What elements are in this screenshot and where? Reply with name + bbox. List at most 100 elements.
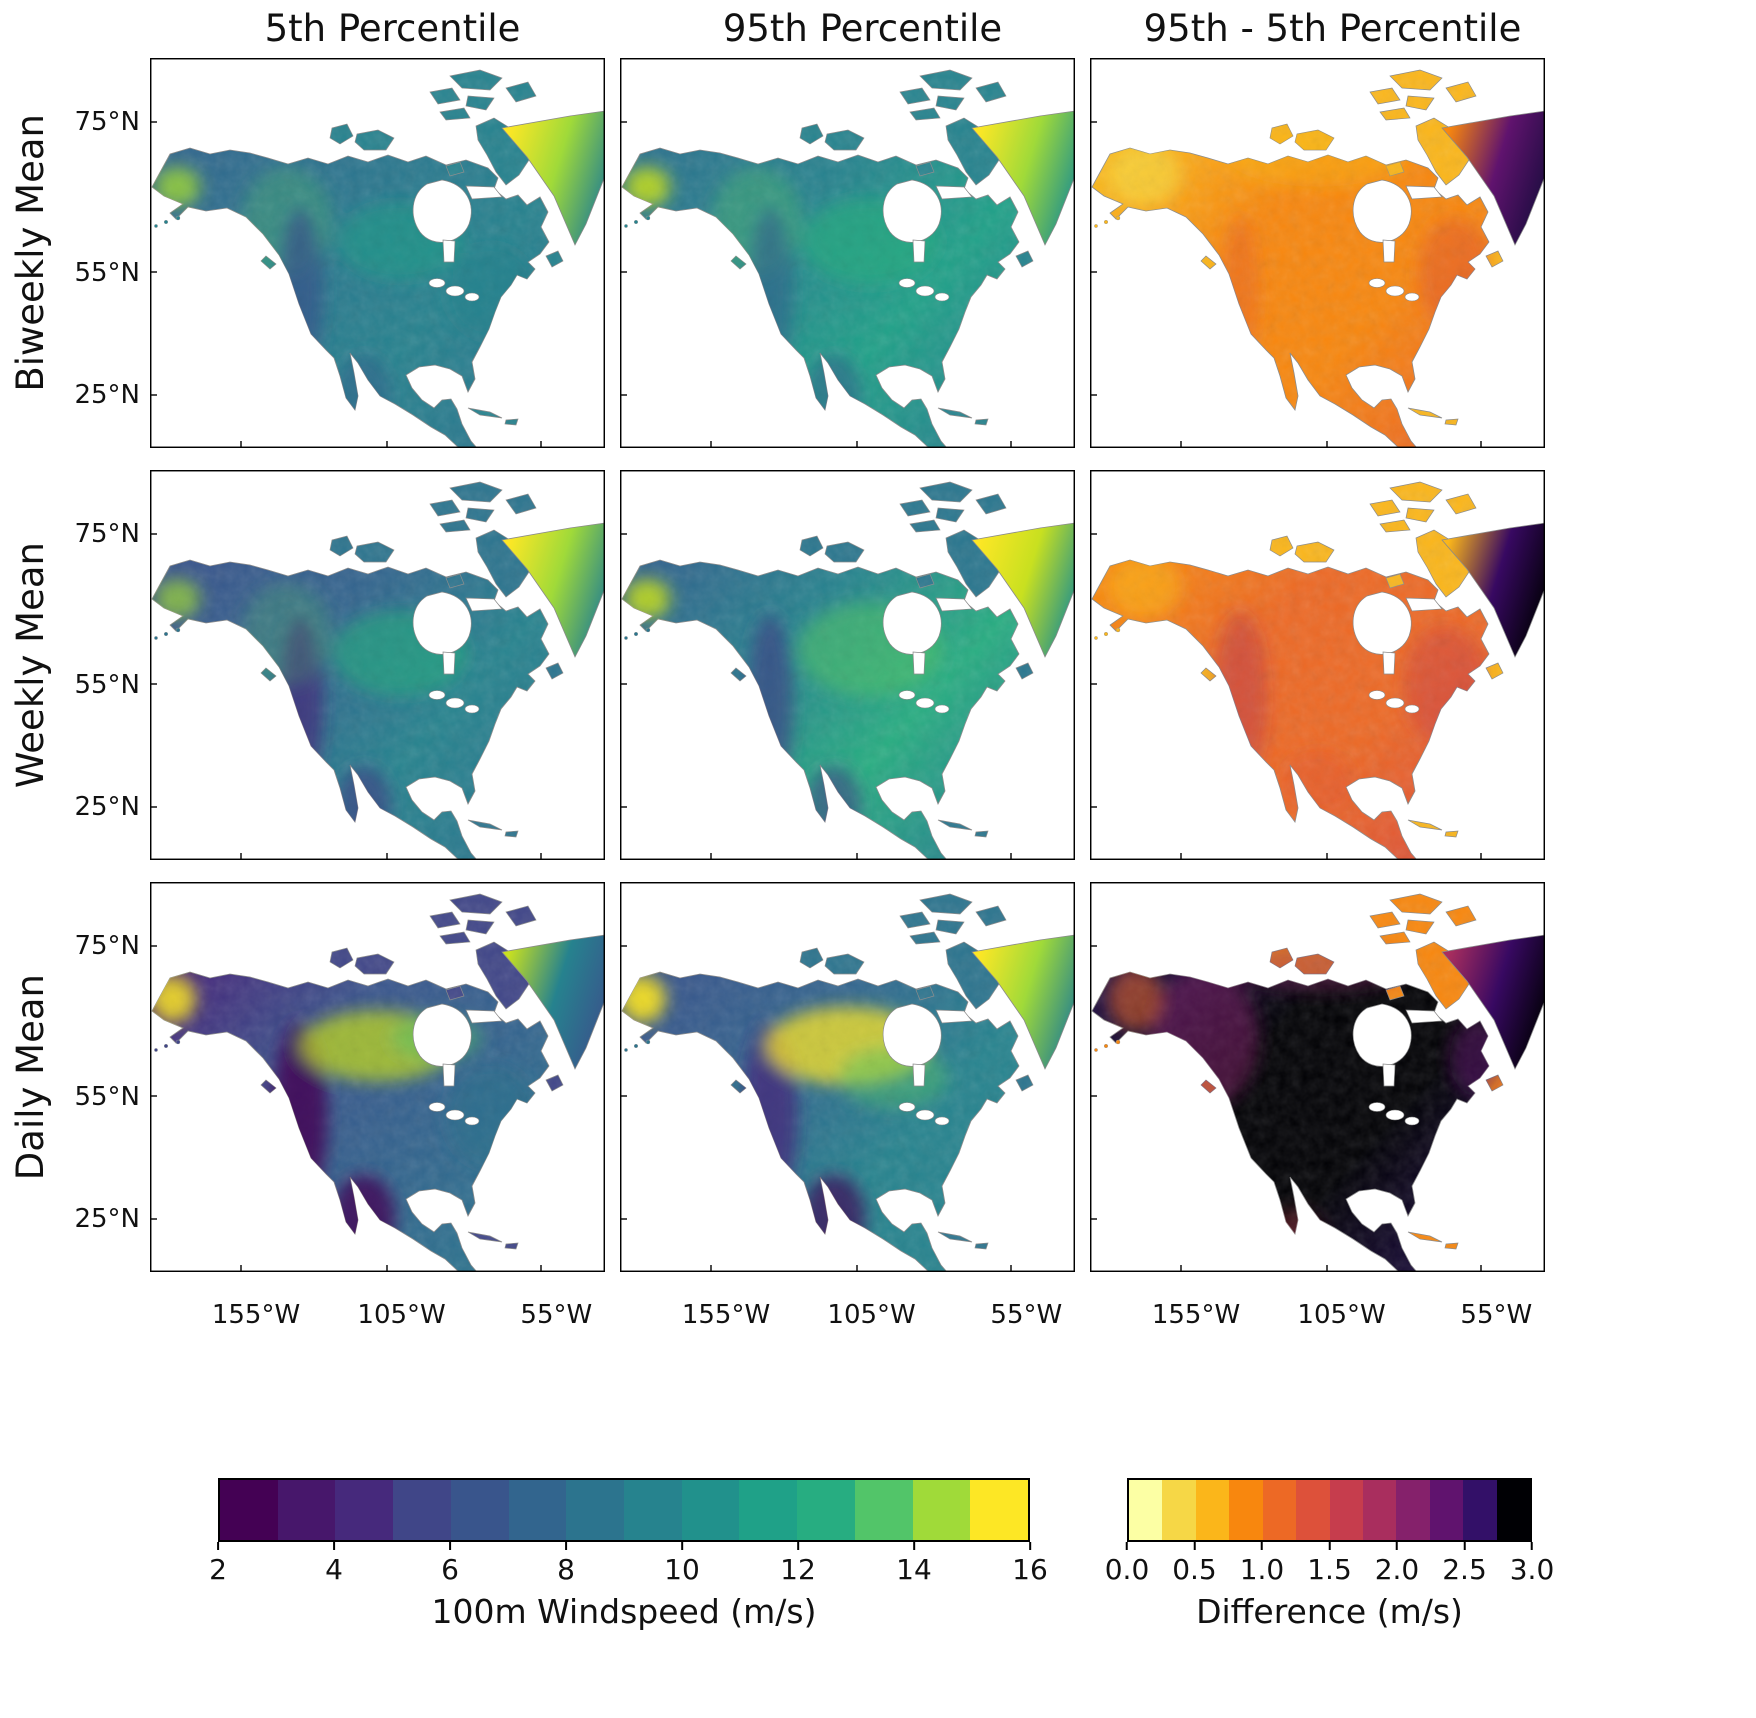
colorbar-tick-label: 14 — [896, 1553, 932, 1586]
colorbar-tick-label: 16 — [1012, 1553, 1048, 1586]
colorbar-tick: 3.0 — [1509, 1542, 1555, 1586]
colorbar-tick: 2.5 — [1442, 1542, 1487, 1586]
colorbar-tickmark — [1193, 1542, 1196, 1550]
lon-tick-label-105w: 105°W — [1297, 1300, 1386, 1330]
panel-border — [1090, 58, 1545, 448]
colorbar-segment — [1496, 1480, 1531, 1540]
difference-colorbar-label: Difference (m/s) — [1196, 1592, 1463, 1631]
col-header-95th-percentile: 95th Percentile — [722, 7, 1003, 50]
colorbar-tickmark — [1328, 1542, 1331, 1550]
colorbar-segment — [450, 1480, 509, 1540]
map-weekly-5th — [150, 470, 605, 860]
colorbar-segment — [1162, 1480, 1196, 1540]
colorbar-tick-label: 12 — [780, 1553, 816, 1586]
panel-border — [150, 882, 605, 1272]
colorbar-tick-label: 8 — [557, 1553, 575, 1586]
lon-axis-col3: 155°W 105°W 55°W — [1105, 1294, 1560, 1340]
lon-tick-label-155w: 155°W — [211, 1300, 301, 1330]
lon-tick-label-55w: 55°W — [1460, 1300, 1533, 1330]
row-label-biweekly: Biweekly Mean — [8, 114, 52, 392]
greenland — [971, 522, 1075, 658]
colorbar-tick: 6 — [441, 1542, 459, 1586]
colorbar-tickmark — [216, 1542, 219, 1550]
colorbar-tick: 16 — [1012, 1542, 1048, 1586]
greenland — [971, 934, 1075, 1070]
colorbar-tick-label: 0.0 — [1104, 1553, 1150, 1586]
colorbar-tick: 0.0 — [1104, 1542, 1150, 1586]
row-daily: Daily Mean 75°N 55°N 25°N — [0, 882, 1756, 1272]
colorbar-segment — [739, 1480, 798, 1540]
colorbar-tick: 1.0 — [1240, 1542, 1284, 1586]
map-panel-daily-95th — [620, 882, 1075, 1272]
greenland — [501, 522, 605, 658]
panel-border — [620, 470, 1075, 860]
windspeed-colorbar-label: 100m Windspeed (m/s) — [431, 1592, 817, 1631]
colorbar-tickmark — [1531, 1542, 1533, 1550]
map-panel-biweekly-diff — [1090, 58, 1545, 448]
difference-colorbar-ticks: 0.0 0.5 1.0 1.5 2.0 2.5 3.0 — [1105, 1542, 1554, 1588]
colorbar-tickmark — [1126, 1542, 1128, 1550]
row-weekly: Weekly Mean 75°N 55°N 25°N — [0, 470, 1756, 860]
map-panel-weekly-95th — [620, 470, 1075, 860]
colorbar-segment — [277, 1480, 336, 1540]
colorbar-tick: 8 — [557, 1542, 575, 1586]
colorbar-tick-label: 6 — [441, 1553, 459, 1586]
lat-axis-weekly: 75°N 55°N 25°N — [60, 470, 150, 860]
greenland — [501, 110, 605, 246]
lat-tick-label-75n: 75°N — [74, 107, 140, 138]
colorbar-segment — [624, 1480, 682, 1540]
lon-tick-label-105w: 105°W — [827, 1300, 916, 1330]
panel-border — [150, 58, 605, 448]
colorbar-tickmark — [1463, 1542, 1466, 1550]
colorbar-segment — [1362, 1480, 1397, 1540]
lat-axis-daily: 75°N 55°N 25°N — [60, 882, 150, 1272]
lat-tick-label-55n: 55°N — [74, 1081, 140, 1112]
colorbar-segment — [1429, 1480, 1464, 1540]
map-panel-weekly-5th — [150, 470, 605, 860]
colorbar-tickmark — [1260, 1542, 1263, 1550]
panel-border — [150, 470, 605, 860]
colorbar-segment — [1463, 1480, 1497, 1540]
colorbar-segment — [1262, 1480, 1297, 1540]
difference-colorbar-bar — [1127, 1478, 1532, 1542]
lon-tick-label-105w: 105°W — [357, 1300, 446, 1330]
colorbar-tick-label: 2.5 — [1442, 1553, 1487, 1586]
lon-tick-label-55w: 55°W — [520, 1300, 593, 1330]
colorbar-segment — [508, 1480, 567, 1540]
difference-colorbar: 0.0 0.5 1.0 1.5 2.0 2.5 3.0 Difference (m/s) — [1105, 1478, 1554, 1631]
colorbar-tick-label: 4 — [325, 1553, 343, 1586]
colorbar-tickmark — [332, 1542, 335, 1550]
colorbar-segment — [393, 1480, 451, 1540]
lon-axis-col2: 155°W 105°W 55°W — [635, 1294, 1090, 1340]
colorbar-tick-label: 3.0 — [1509, 1553, 1555, 1586]
colorbar-segment — [970, 1480, 1029, 1540]
colorbar-segment — [220, 1480, 278, 1540]
colorbar-tickmark — [680, 1542, 683, 1550]
lat-tick-label-55n: 55°N — [74, 669, 140, 700]
lon-tick-label-155w: 155°W — [681, 1300, 771, 1330]
greenland — [971, 110, 1075, 246]
lat-tick-label-75n: 75°N — [74, 519, 140, 550]
colorbar-segment — [797, 1480, 855, 1540]
colorbar-tick: 12 — [780, 1542, 816, 1586]
map-daily-diff — [1090, 882, 1545, 1272]
colorbar-segment — [1329, 1480, 1363, 1540]
row-label-weekly: Weekly Mean — [8, 541, 52, 789]
panel-border — [1090, 882, 1545, 1272]
row-biweekly: Biweekly Mean 75°N 55°N 25°N — [0, 58, 1756, 448]
lat-tick-label-25n: 25°N — [74, 792, 140, 823]
colorbar-tick: 14 — [896, 1542, 932, 1586]
windspeed-colorbar-bar — [218, 1478, 1030, 1542]
map-panel-biweekly-95th — [620, 58, 1075, 448]
greenland — [1441, 522, 1545, 658]
colorbar-tickmark — [448, 1542, 451, 1550]
map-panel-daily-5th — [150, 882, 605, 1272]
lat-tick-label-55n: 55°N — [74, 257, 140, 288]
lon-tick-label-155w: 155°W — [1151, 1300, 1241, 1330]
colorbar-segment — [681, 1480, 740, 1540]
row-label-daily: Daily Mean — [8, 973, 52, 1181]
lon-axis-col1: 155°W 105°W 55°W — [165, 1294, 620, 1340]
map-panel-daily-diff — [1090, 882, 1545, 1272]
colorbar-segment — [566, 1480, 625, 1540]
